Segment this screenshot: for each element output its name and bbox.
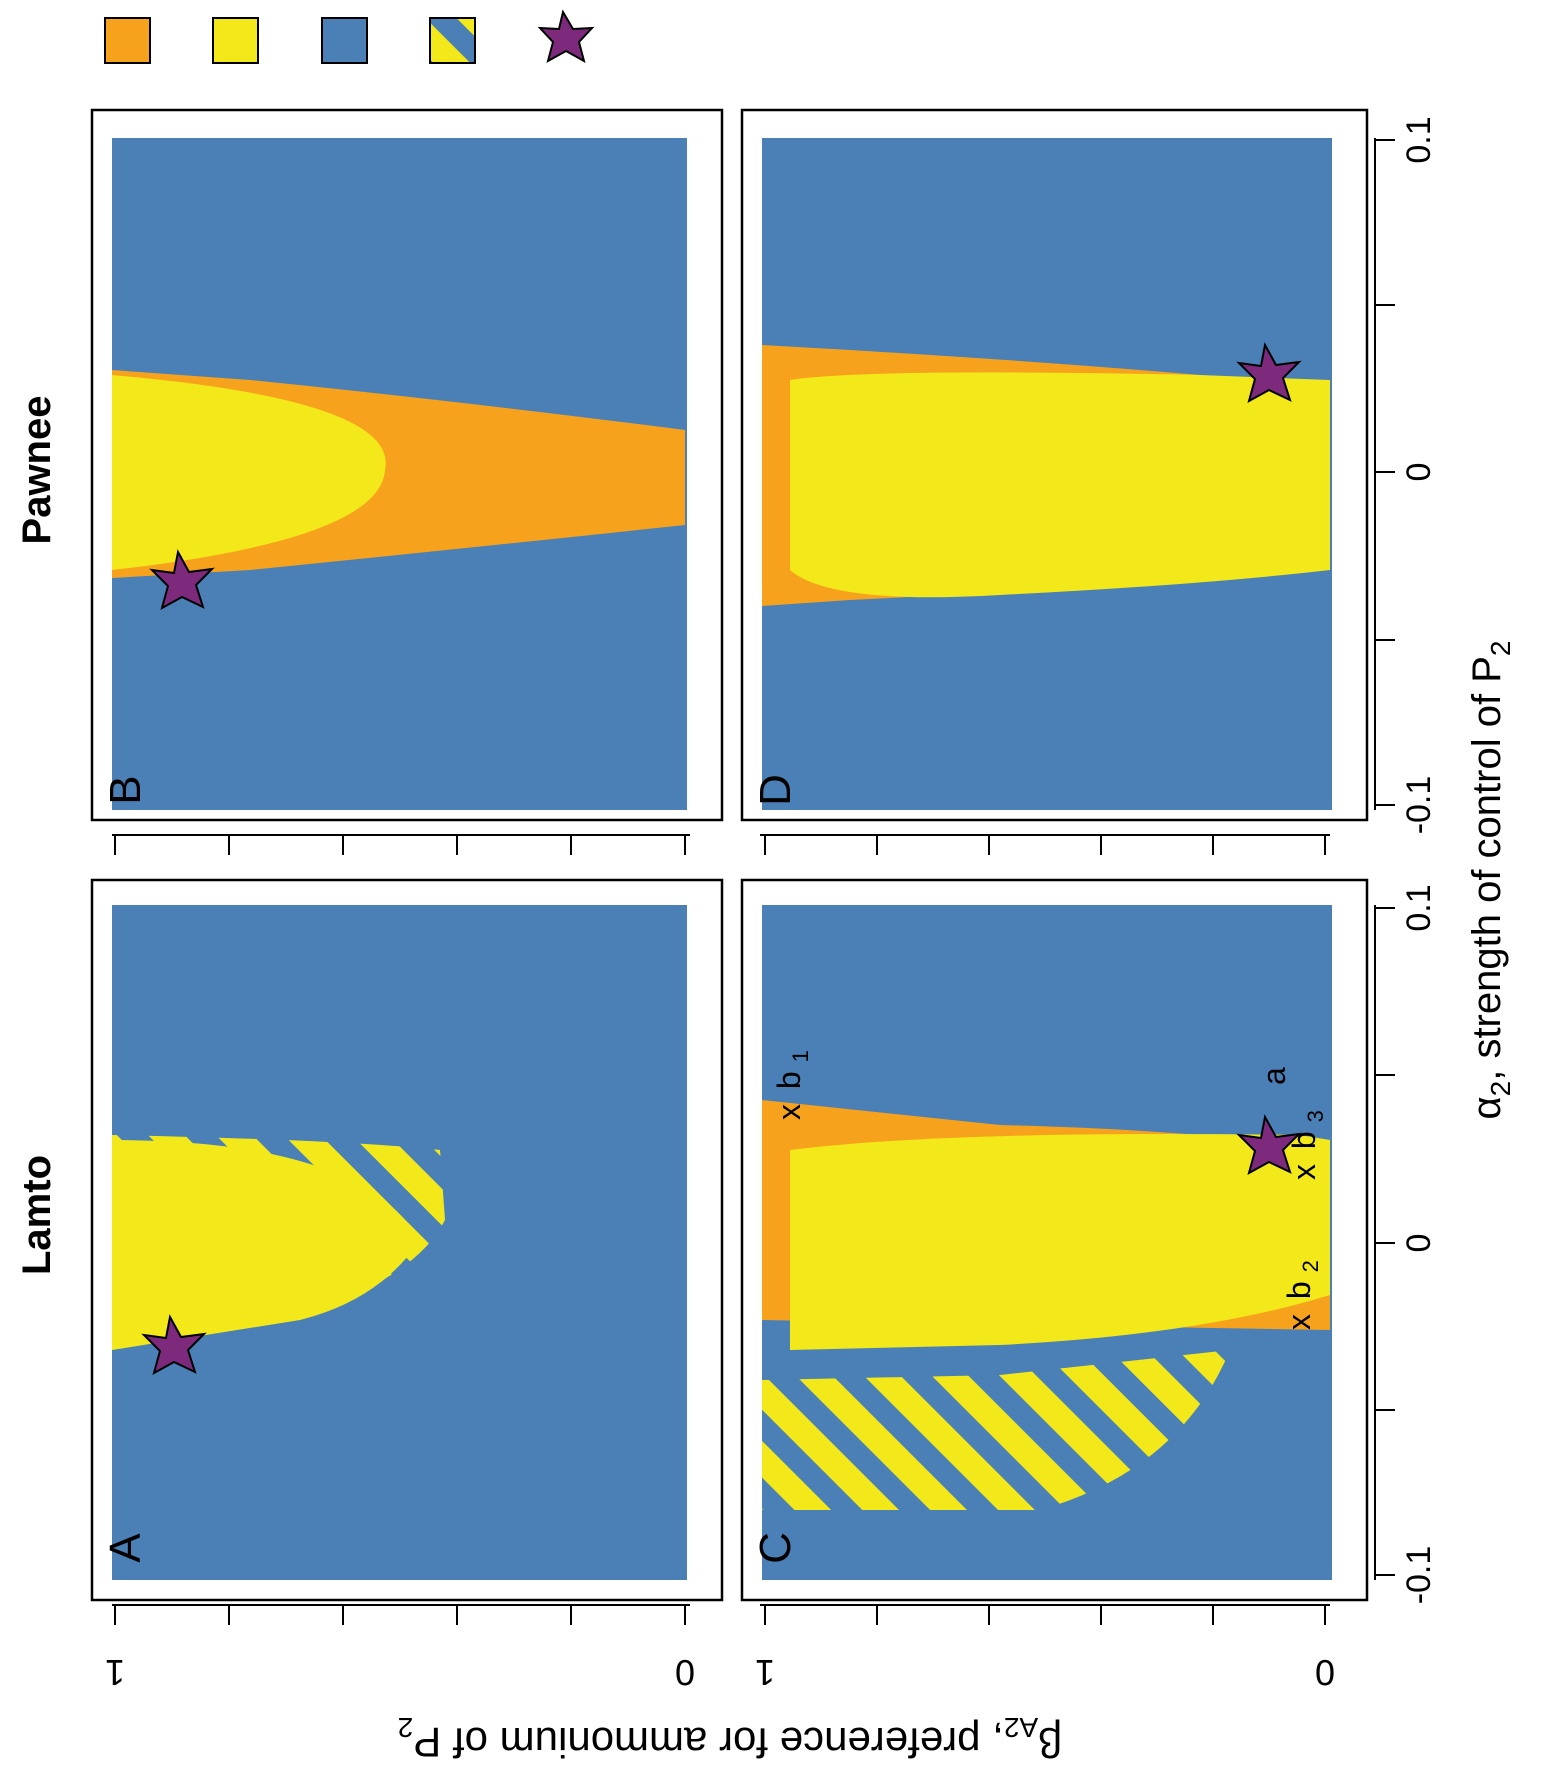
panel-d: D	[740, 108, 1369, 822]
svg-text:x b 2: x b 2	[1281, 1260, 1323, 1330]
legend-orange-swatch	[104, 17, 151, 64]
x-tick-label-left-max: 0.1	[1400, 884, 1438, 931]
panel-d-label: D	[751, 774, 800, 806]
y-tick-label-c-one: 1	[755, 1652, 775, 1693]
panel-c-hatch-region	[762, 1350, 1230, 1510]
legend-star-icon	[537, 9, 595, 64]
panel-c-yellow-region	[790, 1134, 1330, 1350]
svg-text:x b 1: x b 1	[771, 1050, 813, 1120]
y-axis-title: βA2, preference for ammonium of P2	[398, 1712, 1063, 1766]
annotation-b3: x b 3	[1286, 1110, 1328, 1180]
y-tick-label-a-zero: 0	[675, 1652, 695, 1693]
panel-b-star	[149, 549, 215, 611]
panel-a-star	[141, 1314, 207, 1376]
legend-blue-swatch	[321, 17, 368, 64]
panel-b: B	[90, 108, 724, 822]
x-tick-label-left-zero: 0	[1400, 1234, 1438, 1253]
y-axis-right-panels	[112, 834, 1330, 855]
x-axis-left: 0.1 0 -0.1	[1374, 884, 1438, 1605]
x-tick-label-right-min: -0.1	[1400, 776, 1438, 835]
x-tick-label-left-min: -0.1	[1400, 1546, 1438, 1605]
column-title-pawnee: Pawnee	[15, 396, 59, 545]
y-tick-label-c-zero: 0	[1315, 1652, 1335, 1693]
panel-c: C x b 1 x b 2 x b 3 a	[740, 878, 1369, 1602]
panel-b-label: B	[101, 775, 150, 804]
svg-text:x b 3: x b 3	[1286, 1110, 1328, 1180]
legend-hatched-swatch	[429, 17, 476, 64]
annotation-a: a	[1256, 1067, 1292, 1085]
annotation-b2: x b 2	[1281, 1260, 1323, 1330]
panel-b-yellow-region	[112, 375, 386, 570]
panel-a-label: A	[101, 1533, 150, 1563]
x-axis-right: 0.1 0 -0.1	[1374, 116, 1438, 835]
legend	[104, 9, 595, 64]
x-axis-title: α2, strength of control of P2	[1465, 641, 1516, 1120]
legend-yellow-swatch	[212, 17, 259, 64]
x-tick-label-right-zero: 0	[1400, 463, 1438, 482]
panel-a: A	[90, 878, 724, 1602]
panel-a-yellow-region	[112, 1140, 420, 1350]
column-title-lamto: Lamto	[15, 1155, 59, 1275]
x-tick-label-right-max: 0.1	[1400, 116, 1438, 163]
panel-d-star	[1236, 342, 1302, 404]
panel-d-yellow-region	[790, 372, 1330, 598]
y-tick-label-a-one: 1	[105, 1652, 125, 1693]
y-axis-left-panels: 1 0 1 0	[105, 1604, 1335, 1693]
panel-c-star	[1236, 1114, 1302, 1176]
annotation-b1: x b 1	[771, 1050, 813, 1120]
panel-c-label: C	[751, 1532, 800, 1564]
